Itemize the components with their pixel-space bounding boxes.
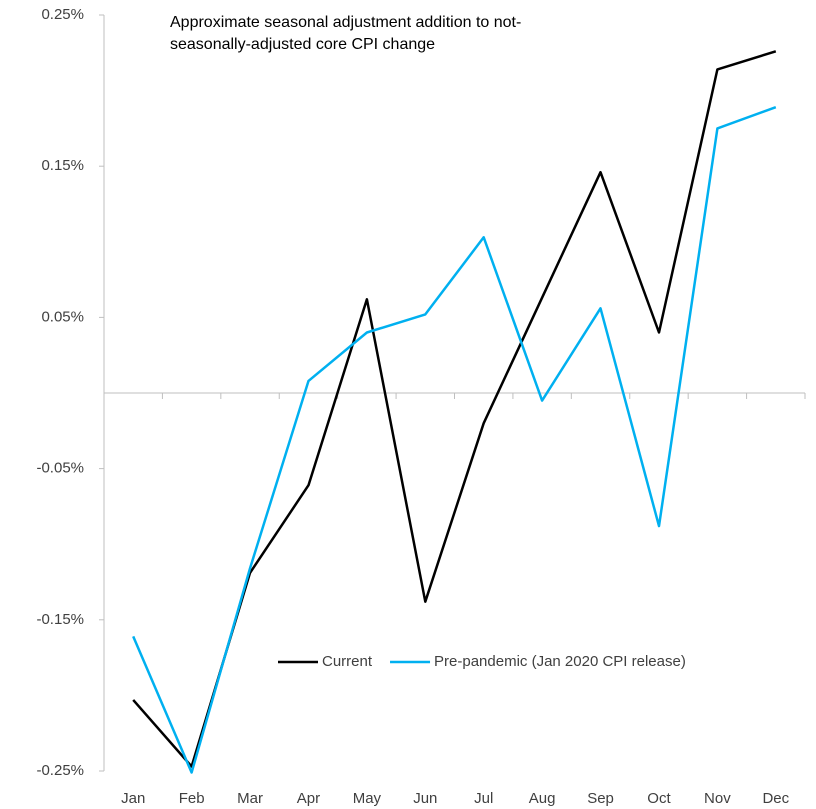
- x-tick-label: Jun: [413, 790, 437, 807]
- x-tick-label: Jul: [474, 790, 493, 807]
- x-tick-label: Mar: [237, 790, 263, 807]
- y-tick-label: 0.25%: [41, 6, 84, 23]
- x-tick-label: Jan: [121, 790, 145, 807]
- y-tick-label: 0.15%: [41, 157, 84, 174]
- y-tick-label: 0.05%: [41, 308, 84, 325]
- x-tick-label: Nov: [704, 790, 731, 807]
- x-tick-label: Apr: [297, 790, 320, 807]
- x-tick-label: May: [353, 790, 382, 807]
- x-tick-label: Dec: [762, 790, 789, 807]
- series-line: [132, 106, 777, 774]
- x-tick-label: Oct: [647, 790, 671, 807]
- y-tick-label: -0.15%: [36, 611, 84, 628]
- legend-label: Pre-pandemic (Jan 2020 CPI release): [434, 653, 686, 670]
- x-tick-label: Aug: [529, 790, 556, 807]
- legend-label: Current: [322, 653, 373, 670]
- x-tick-label: Feb: [179, 790, 205, 807]
- x-tick-label: Sep: [587, 790, 614, 807]
- chart-title: Approximate seasonal adjustment addition…: [170, 14, 522, 53]
- y-tick-label: -0.25%: [36, 762, 84, 779]
- y-tick-label: -0.05%: [36, 460, 84, 477]
